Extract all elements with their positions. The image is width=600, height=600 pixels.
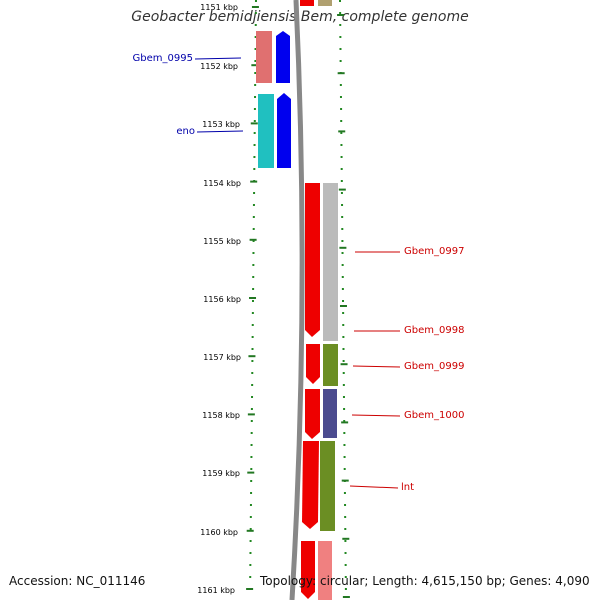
leader-Gbem_0995 [194, 57, 242, 60]
leader-Gbem_0999 [352, 365, 401, 368]
ruler-label: 1158 kbp [202, 411, 240, 420]
right-ruler-line [339, 0, 347, 600]
gene-label-Gbem_0997[interactable]: Gbem_0997 [404, 246, 464, 257]
ruler-label: 1153 kbp [202, 120, 240, 129]
ruler-label: 1152 kbp [200, 62, 238, 71]
gene-fragment-top-olive [318, 0, 332, 6]
gene-label-lnt[interactable]: lnt [401, 482, 414, 493]
ruler-label: 1155 kbp [203, 237, 241, 246]
gene-eno[interactable] [258, 93, 291, 168]
ruler-label: 1157 kbp [203, 353, 241, 362]
ruler-ticks [246, 6, 350, 598]
ruler-label: 1154 kbp [203, 179, 241, 188]
ruler-label: 1159 kbp [202, 469, 240, 478]
leader-eno [196, 130, 244, 133]
gene-label-Gbem_0999[interactable]: Gbem_0999 [404, 361, 464, 372]
accession-text: Accession: NC_011146 [9, 574, 146, 588]
genome-title: Geobacter bemidjiensis Bem, complete gen… [131, 9, 469, 25]
ruler-label: 1156 kbp [203, 295, 241, 304]
gene-label-Gbem_0995[interactable]: Gbem_0995 [133, 53, 193, 64]
gene-lnt[interactable] [302, 441, 335, 531]
gene-Gbem_0995[interactable] [256, 31, 290, 83]
gene-Gbem_1000[interactable] [305, 389, 337, 439]
ruler-label: 1161 kbp [197, 586, 235, 595]
gene-Gbem_0999[interactable] [306, 344, 338, 386]
ruler-label: 1160 kbp [200, 528, 238, 537]
gene-bottom[interactable] [301, 541, 332, 600]
gene-label-Gbem_1000[interactable]: Gbem_1000 [404, 410, 464, 421]
topology-text: Topology: circular; Length: 4,615,150 bp… [260, 574, 590, 588]
gene-label-Gbem_0998[interactable]: Gbem_0998 [404, 325, 464, 336]
ruler-label: 1151 kbp [200, 3, 238, 12]
gene-fragment-top-red [300, 0, 314, 6]
leader-lnt [349, 485, 399, 489]
gene-Gbem_0997[interactable] [305, 183, 338, 341]
genome-backbone [289, 0, 305, 600]
left-ruler-line [249, 0, 257, 600]
gene-label-eno[interactable]: eno [176, 126, 195, 137]
leader-Gbem_1000 [351, 414, 401, 417]
